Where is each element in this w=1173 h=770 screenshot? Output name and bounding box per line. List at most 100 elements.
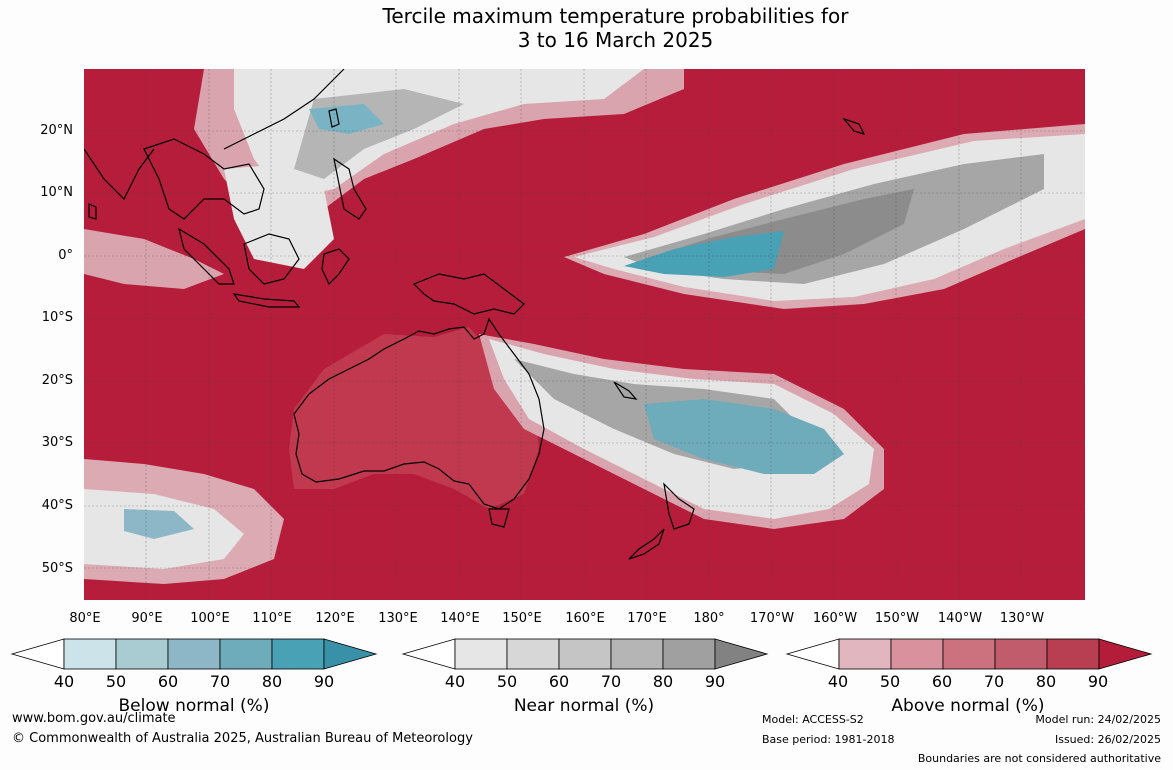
lon-label-90e: 90°E [131,611,163,626]
lat-label-10s: 10°S [41,310,73,325]
below-legend-swatch-90 [323,638,378,670]
above-tick-40: 40 [827,672,849,691]
footer-copyright: © Commonwealth of Australia 2025, Austra… [12,731,473,746]
lon-label-130e: 130°E [378,611,418,626]
new-caledonia-coast [613,381,638,400]
lat-label-0: 0° [58,248,73,263]
lat-label-10n: 10°N [40,185,73,200]
above-tick-80: 80 [1035,672,1057,691]
lon-label-160w: 160°W [812,611,858,626]
lon-label-180: 180° [693,611,725,626]
philippines-coast [333,157,367,220]
footer-model: Model: ACCESS-S2 [762,713,864,726]
lat-label-20s: 20°S [41,373,73,388]
footer-model-run: Model run: 24/02/2025 [1035,713,1161,726]
indian-ocean-above-mid [84,229,224,289]
below-legend-title: Below normal (%) [118,696,270,716]
near-tick-50: 50 [496,672,518,691]
near-legend-swatch-60 [558,638,612,670]
lon-label-150e: 150°E [502,611,542,626]
near-legend-swatch-90 [714,638,769,670]
lon-label-100e: 100°E [190,611,230,626]
lat-label-20n: 20°N [40,123,73,138]
legend-near-normal-colorbar [401,638,769,670]
legend-below-normal-colorbar [10,638,378,670]
below-tick-90: 90 [313,672,335,691]
near-legend-title: Near normal (%) [513,696,655,716]
maritime-near-light [224,164,334,269]
title-line-1: Tercile maximum temperature probabilitie… [382,4,849,28]
lon-label-140w: 140°W [937,611,983,626]
below-legend-swatch-50 [115,638,169,670]
new-guinea-coast [412,273,525,315]
coastlines [84,69,866,560]
lon-label-140e: 140°E [440,611,480,626]
lon-label-170w: 170°W [749,611,795,626]
footer-issued: Issued: 26/02/2025 [1054,733,1161,746]
lon-label-110e: 110°E [252,611,292,626]
below-legend-swatch-60 [167,638,221,670]
below-tick-80: 80 [261,672,283,691]
below-tick-60: 60 [157,672,179,691]
above-legend-swatch-60 [942,638,996,670]
china-coast [223,69,345,150]
above-legend-swatch-70 [994,638,1048,670]
java-coast [232,293,301,308]
footer-url: www.bom.gov.au/climate [12,711,176,726]
above-legend-swatch-50 [890,638,944,670]
below-legend-swatch-70 [219,638,273,670]
australia-coast [293,317,545,510]
lon-label-80e: 80°E [69,611,101,626]
near-tick-60: 60 [548,672,570,691]
lat-label-30s: 30°S [41,435,73,450]
probability-map [84,69,1085,600]
title-line-2: 3 to 16 March 2025 [517,28,714,52]
near-legend-swatch-80 [662,638,716,670]
sulawesi-coast [321,248,350,286]
southern-ocean-below [124,509,194,539]
below-legend-swatch-40 [63,638,117,670]
near-legend-swatch-40 [454,638,508,670]
lat-label-50s: 50°S [41,561,73,576]
sw-pacific-below [644,399,844,474]
nw-pacific-below [309,104,384,134]
above-tick-70: 70 [983,672,1005,691]
india-coast [84,148,155,201]
lon-label-160e: 160°E [565,611,605,626]
sumatra-coast [178,227,235,285]
below-tick-40: 40 [53,672,75,691]
new-zealand-south-coast [628,528,665,560]
below-tick-70: 70 [209,672,231,691]
above-tick-60: 60 [931,672,953,691]
footer-base-period: Base period: 1981-2018 [762,733,895,746]
above-legend-swatch-under [785,638,840,670]
below-legend-swatch-80 [271,638,325,670]
near-legend-swatch-70 [610,638,664,670]
above-tick-90: 90 [1087,672,1109,691]
lon-label-150w: 150°W [874,611,920,626]
above-legend-swatch-80 [1046,638,1100,670]
indochina-coast [143,138,265,220]
above-legend-swatch-90 [1098,638,1153,670]
near-tick-70: 70 [600,672,622,691]
legend-above-normal-colorbar [785,638,1153,670]
graticule [84,69,1085,600]
equatorial-below [624,231,784,277]
lon-label-120e: 120°E [315,611,355,626]
above-legend-title: Above normal (%) [891,696,1045,716]
hawaii-coast [842,117,866,135]
near-legend-swatch-under [401,638,456,670]
australia-region [289,327,539,509]
lat-label-40s: 40°S [41,498,73,513]
new-zealand-north-coast [663,482,695,530]
below-tick-50: 50 [105,672,127,691]
near-tick-90: 90 [704,672,726,691]
below-legend-swatch-under [10,638,65,670]
lon-label-130w: 130°W [999,611,1045,626]
near-tick-40: 40 [444,672,466,691]
near-legend-swatch-50 [506,638,560,670]
borneo-coast [243,233,300,285]
tasmania-coast [488,508,510,528]
lon-label-170e: 170°E [627,611,667,626]
above-tick-50: 50 [879,672,901,691]
